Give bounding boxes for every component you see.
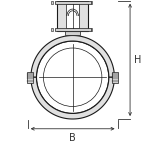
Circle shape (36, 41, 109, 113)
Bar (91, 1, 92, 4)
Bar (57, 1, 88, 31)
Bar (55, 28, 91, 31)
Bar (51, 1, 53, 4)
Bar (112, 72, 118, 83)
Text: B: B (69, 133, 76, 143)
Polygon shape (31, 36, 114, 77)
Bar (91, 28, 92, 31)
Bar (55, 1, 91, 4)
Bar (65, 31, 80, 36)
Bar (66, 4, 79, 28)
Polygon shape (31, 77, 114, 119)
Text: H: H (133, 55, 141, 65)
Bar (51, 28, 53, 31)
Bar (27, 72, 33, 83)
